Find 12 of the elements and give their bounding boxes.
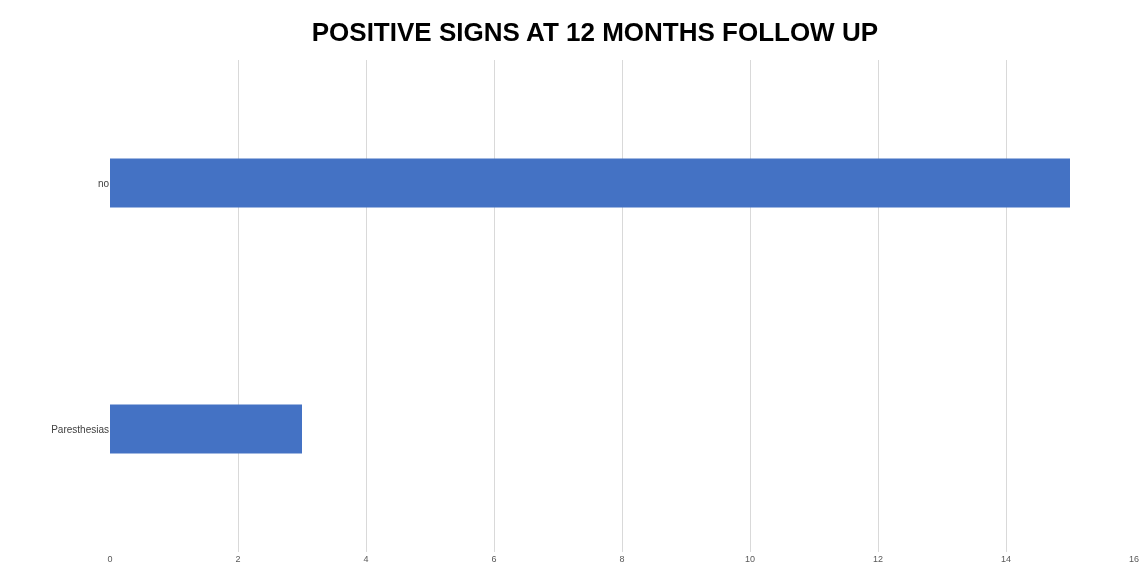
y-tick-label: Paresthesias xyxy=(51,423,109,435)
y-tick-label: no xyxy=(97,177,110,189)
x-tick-label: 12 xyxy=(872,554,884,564)
x-tick-label: 0 xyxy=(107,554,113,564)
x-tick-label: 2 xyxy=(235,554,241,564)
x-tick-label: 16 xyxy=(1128,554,1140,564)
x-tick-label: 8 xyxy=(619,554,625,564)
x-tick-label: 6 xyxy=(491,554,497,564)
x-tick-label: 10 xyxy=(744,554,756,564)
x-tick-label: 4 xyxy=(363,554,369,564)
x-tick-label: 14 xyxy=(1000,554,1012,564)
chart-title: POSITIVE SIGNS AT 12 MONTHS FOLLOW UP xyxy=(311,17,879,48)
